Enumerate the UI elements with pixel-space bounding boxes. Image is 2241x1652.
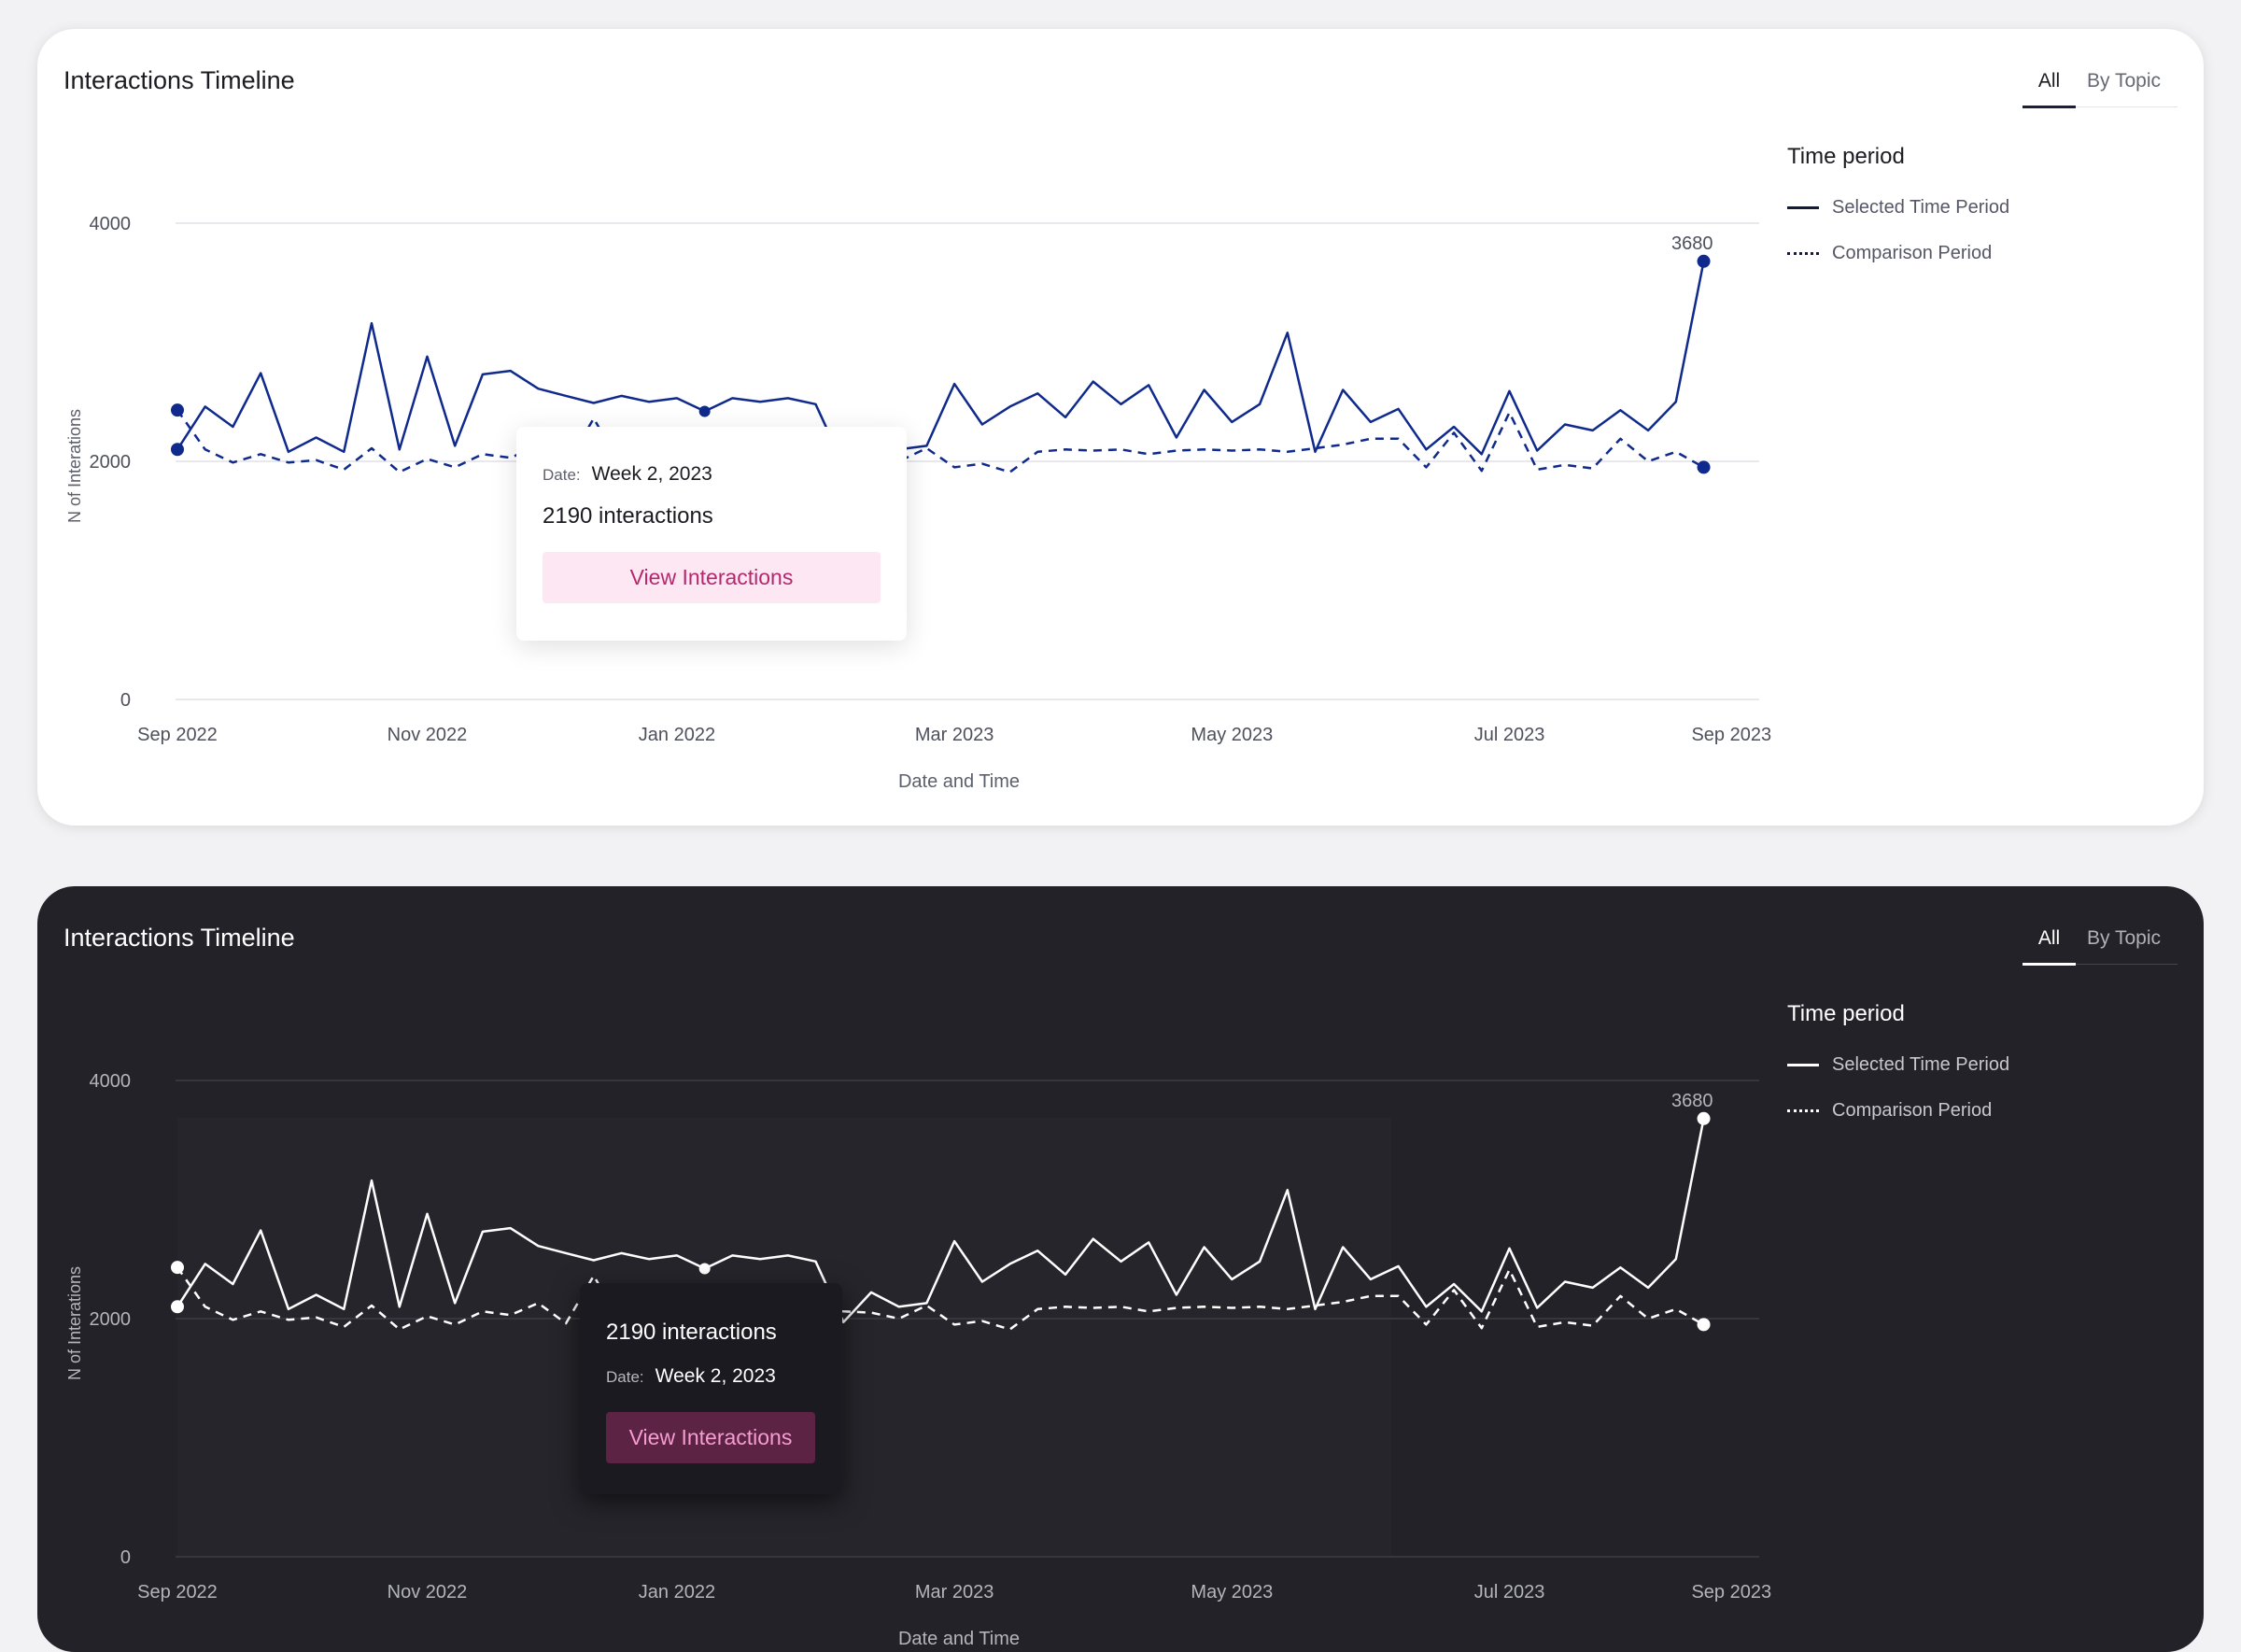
timeline-chart: 0 2000 4000 Sep 2022 Nov 2022 Jan 2022 Mar 202… [65, 214, 1771, 792]
series-end-point [1697, 460, 1711, 474]
comparison-period-line [176, 1266, 1705, 1331]
legend-item-label: Comparison Period [1832, 243, 1993, 263]
tab-by-topic[interactable]: By Topic [2087, 927, 2161, 949]
tab-all[interactable]: All [2037, 70, 2061, 92]
y-tick-label: 0 [120, 690, 131, 711]
view-interactions-button[interactable]: View Interactions [606, 1412, 815, 1463]
series-start-point [171, 443, 184, 457]
x-axis-label: Date and Time [898, 1629, 1020, 1649]
series-start-point [171, 1261, 184, 1275]
x-tick-label: May 2023 [1191, 1582, 1273, 1603]
legend-item-selected-period[interactable]: Selected Time Period [1787, 1042, 2161, 1088]
comparison-period-line [176, 409, 1705, 473]
tooltip-count: 2190 interactions [606, 1320, 777, 1345]
series-start-point [171, 1300, 184, 1314]
dashed-line-icon [1787, 1109, 1819, 1112]
x-tick-label: Mar 2023 [915, 1582, 994, 1603]
data-point-tooltip: Date: Week 2, 2023 2190 interactions View… [516, 427, 907, 641]
x-tick-label: Nov 2022 [388, 1582, 468, 1603]
x-axis-label: Date and Time [898, 771, 1020, 792]
x-tick-label: Sep 2022 [137, 725, 218, 745]
data-point-tooltip: 2190 interactions Date: Week 2, 2023 View… [580, 1283, 842, 1494]
y-axis-label: N of Interations [65, 409, 84, 523]
card-title: Interactions Timeline [63, 66, 295, 94]
series-start-point [171, 403, 184, 417]
legend-item-comparison-period[interactable]: Comparison Period [1787, 231, 2161, 276]
legend-item-label: Comparison Period [1832, 1100, 1993, 1121]
x-tick-label: Jul 2023 [1474, 1582, 1545, 1603]
selected-period-line [176, 1118, 1705, 1324]
x-tick-label: Nov 2022 [388, 725, 468, 745]
x-tick-label: Mar 2023 [915, 725, 994, 745]
y-tick-label: 4000 [90, 214, 132, 234]
end-value-label: 3680 [1671, 1091, 1713, 1111]
x-tick-label: Sep 2023 [1691, 1582, 1771, 1603]
timeline-chart: 0 2000 4000 Sep 2022 Nov 2022 Jan 2022 Mar 202… [65, 1071, 1771, 1649]
view-tabs: All By Topic [2023, 927, 2178, 966]
dashed-line-icon [1787, 252, 1819, 255]
x-tick-label: Sep 2022 [137, 1582, 218, 1603]
interactions-card-light: Interactions Timeline All By Topic Time … [37, 29, 2204, 826]
view-tabs: All By Topic [2023, 70, 2178, 108]
x-tick-label: Jul 2023 [1474, 725, 1545, 745]
selected-period-line [176, 261, 1705, 467]
tab-all[interactable]: All [2037, 927, 2061, 949]
x-tick-label: May 2023 [1191, 725, 1273, 745]
end-value-label: 3680 [1671, 233, 1713, 254]
legend-title: Time period [1787, 144, 1905, 169]
legend-item-selected-period[interactable]: Selected Time Period [1787, 185, 2161, 231]
series-end-point [1697, 254, 1711, 268]
tooltip-date-label: Date: [543, 466, 581, 484]
legend-item-label: Selected Time Period [1832, 197, 2010, 218]
chart-legend: Time period Selected Time Period Compari… [1787, 144, 2161, 276]
y-tick-label: 0 [120, 1547, 131, 1568]
series-end-point [1697, 1111, 1711, 1125]
y-axis-label: N of Interations [65, 1266, 84, 1380]
hovered-data-point [698, 1263, 711, 1275]
tabs-divider [2023, 106, 2178, 107]
legend-item-comparison-period[interactable]: Comparison Period [1787, 1088, 2161, 1134]
tab-by-topic[interactable]: By Topic [2087, 70, 2161, 92]
y-tick-label: 4000 [90, 1071, 132, 1092]
tooltip-date-value: Week 2, 2023 [591, 463, 712, 485]
tabs-divider [2023, 964, 2178, 965]
y-tick-label: 2000 [90, 1309, 132, 1330]
tooltip-date-label: Date: [606, 1368, 644, 1386]
tooltip-date: Date: Week 2, 2023 [543, 463, 712, 486]
solid-line-icon [1787, 1064, 1819, 1066]
y-tick-label: 2000 [90, 452, 132, 473]
x-tick-label: Sep 2023 [1691, 725, 1771, 745]
x-tick-label: Jan 2022 [639, 1582, 715, 1603]
tooltip-date-value: Week 2, 2023 [655, 1365, 776, 1387]
active-tab-indicator [2023, 963, 2076, 966]
series-end-point [1697, 1318, 1711, 1332]
active-tab-indicator [2023, 106, 2076, 108]
solid-line-icon [1787, 206, 1819, 209]
card-title: Interactions Timeline [63, 924, 295, 952]
view-interactions-button[interactable]: View Interactions [543, 552, 881, 603]
legend-item-label: Selected Time Period [1832, 1054, 2010, 1075]
legend-title: Time period [1787, 1001, 1905, 1026]
x-tick-label: Jan 2022 [639, 725, 715, 745]
tooltip-date: Date: Week 2, 2023 [606, 1365, 776, 1388]
hovered-data-point [698, 405, 711, 417]
chart-legend: Time period Selected Time Period Compari… [1787, 1001, 2161, 1134]
interactions-card-dark: Interactions Timeline All By Topic Time … [37, 886, 2204, 1652]
tooltip-count: 2190 interactions [543, 503, 713, 529]
